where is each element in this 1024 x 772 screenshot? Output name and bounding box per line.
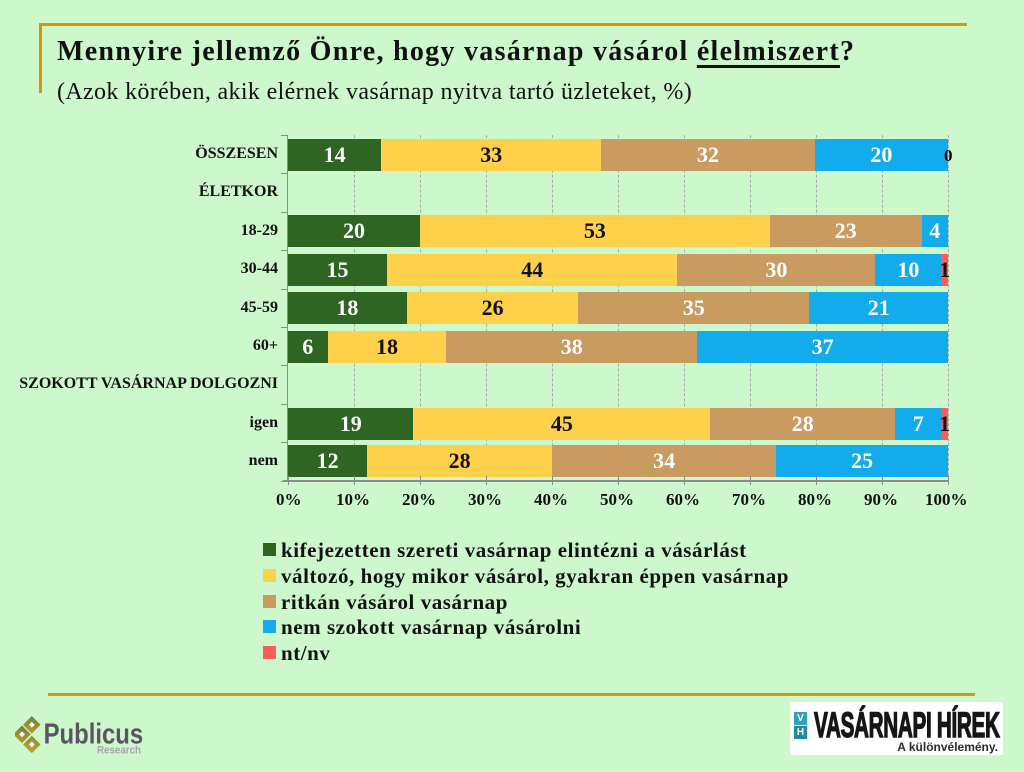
svg-text:Publicus: Publicus — [44, 718, 144, 750]
svg-text:Research: Research — [97, 744, 141, 756]
